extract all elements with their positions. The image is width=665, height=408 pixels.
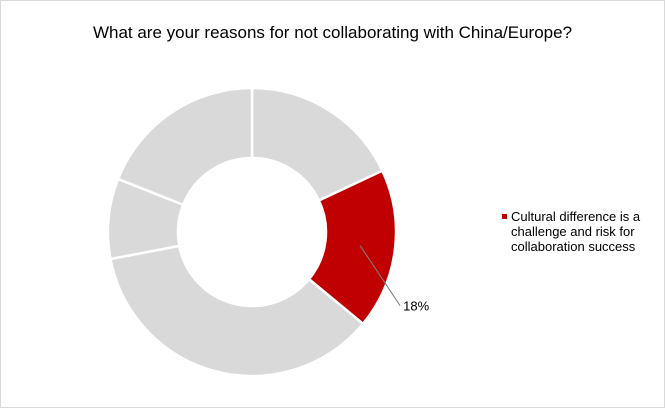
- chart-title: What are your reasons for not collaborat…: [92, 23, 573, 42]
- data-label: 18%: [403, 299, 429, 314]
- legend-marker: [502, 214, 507, 219]
- legend-entry-label: Cultural difference is a challenge and r…: [511, 209, 641, 254]
- donut-slice-1: [250, 86, 384, 203]
- legend: Cultural difference is a challenge and r…: [502, 209, 662, 254]
- donut-slice-5: [116, 86, 254, 207]
- donut-slice-2: [307, 169, 398, 326]
- data-label-leader-line: [359, 245, 401, 306]
- donut-slice-3: [109, 244, 365, 378]
